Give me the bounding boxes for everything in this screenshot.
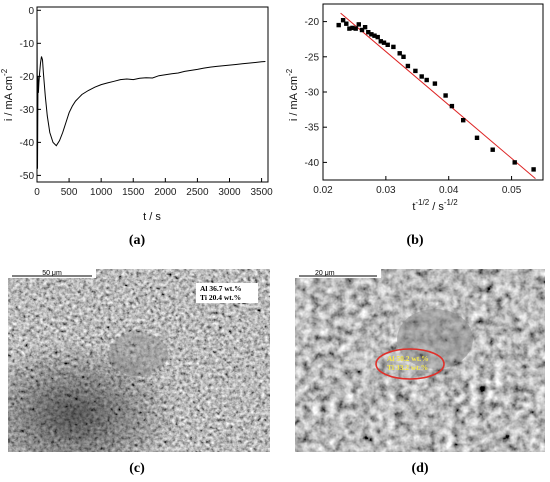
chart-a-xtick-label: 1500 <box>122 187 145 198</box>
scale-bar-d: 20 μm <box>295 269 381 278</box>
chart-b-point <box>449 103 455 109</box>
chart-a-xtick-label: 1000 <box>90 187 113 198</box>
chart-b-point <box>356 22 361 27</box>
chart-a-frame <box>36 6 269 183</box>
chart-b-point <box>385 42 390 47</box>
chart-b-point <box>366 30 371 35</box>
chart-b-point <box>474 135 480 140</box>
chart-b-xtick-label: 0.02 <box>313 185 333 196</box>
panel-label-c: (c) <box>129 461 145 476</box>
chart-a-xtick-label: 2500 <box>186 187 209 198</box>
chart-b-point <box>397 51 402 56</box>
chart-b-point <box>391 44 396 50</box>
chart-b-point <box>340 18 346 23</box>
chart-a-ytick-label: -20 <box>20 72 35 83</box>
chart-b-points <box>336 18 536 172</box>
chart-b-point <box>372 33 377 38</box>
chart-b-xtick-label: 0.05 <box>502 185 522 196</box>
chart-a-xtick-label: 3000 <box>218 187 241 198</box>
chart-b-ylabel: i / mA cm-2 <box>285 68 300 121</box>
chart-b-point <box>375 34 380 40</box>
chart-b-point <box>353 26 358 31</box>
chart-b-fit <box>340 12 536 179</box>
chart-a-xtick-label: 500 <box>61 187 78 198</box>
chart-a-ylabel: i / mA cm-2 <box>0 68 15 121</box>
chart-a-ytick-label: -40 <box>20 138 35 149</box>
chart-b-point <box>369 32 374 37</box>
chart-b-point <box>344 21 349 26</box>
chart-a-xtick-label: 2000 <box>154 187 177 198</box>
chart-b-point <box>359 27 365 33</box>
svg-text:Al 50.2 wt.%: Al 50.2 wt.% <box>387 354 429 363</box>
chart-b-point <box>531 167 536 172</box>
chart-b-point <box>443 93 448 98</box>
chart-a-xtick-label: 0 <box>34 187 40 198</box>
chart-b-xlabel: t-1/2 / s-1/2 <box>412 198 458 213</box>
svg-text:Al 36.7 wt.%: Al 36.7 wt.% <box>200 284 242 293</box>
chart-b-ytick-label: -35 <box>305 123 320 134</box>
chart-b-point <box>401 54 406 59</box>
chart-a-line <box>36 10 266 169</box>
sem-texture-d: 20 μm Al 50.2 wt.% Ti 33.2 wt.% <box>295 269 545 452</box>
chart-a-ytick-label: -50 <box>20 171 35 182</box>
chart-a-xlabel: t / s <box>143 211 161 223</box>
chart-b: 0.02 0.03 0.04 0.05 -20 -25 -30 -35 -40 t-1/2 /… <box>275 0 550 225</box>
chart-b-xtick-label: 0.04 <box>439 185 459 196</box>
chart-b-fit-line <box>340 12 536 179</box>
chart-a: 0 500 1000 1500 2000 2500 3000 3500 0 -10 -20 -30 -… <box>0 0 275 225</box>
chart-a-ytick-label: -30 <box>20 105 35 116</box>
chart-b-point <box>347 26 352 31</box>
chart-a-xtick-label: 3500 <box>250 187 273 198</box>
chart-b-xticks: 0.02 0.03 0.04 0.05 <box>313 176 522 196</box>
chart-b-point <box>381 40 387 45</box>
chart-b-point <box>350 25 355 31</box>
chart-b-point <box>424 77 429 83</box>
chart-b-ytick-label: -25 <box>305 52 320 63</box>
chart-b-point <box>378 39 383 44</box>
chart-b-point <box>362 25 368 30</box>
svg-text:Ti 20.4 wt.%: Ti 20.4 wt.% <box>200 293 241 302</box>
chart-a-ytick-label: -10 <box>20 39 35 50</box>
chart-b-point <box>413 68 418 74</box>
svg-text:50 μm: 50 μm <box>42 270 62 277</box>
svg-text:Ti 33.2 wt.%: Ti 33.2 wt.% <box>387 363 428 372</box>
chart-b-point <box>432 81 438 86</box>
chart-b-point <box>336 22 341 28</box>
chart-b-point <box>405 63 411 69</box>
panel-label-a: (a) <box>128 233 146 248</box>
eds-label-d: Al 50.2 wt.% Ti 33.2 wt.% <box>375 348 445 380</box>
chart-b-point <box>419 74 424 79</box>
panel-label-d: (d) <box>411 461 429 476</box>
svg-text:20 μm: 20 μm <box>315 270 335 277</box>
chart-b-ytick-label: -40 <box>305 158 320 169</box>
chart-b-svg: 0.02 0.03 0.04 0.05 -20 -25 -30 -35 -40 t-1/2 /… <box>285 3 544 213</box>
sem-texture-c: 50 μm Al 36.7 wt.% Ti 20.4 wt.% <box>8 269 270 452</box>
chart-a-ytick-label: 0 <box>28 6 34 17</box>
chart-b-xtick-label: 0.03 <box>376 185 396 196</box>
panel-label-b: (b) <box>406 233 424 248</box>
chart-b-ytick-label: -20 <box>305 17 320 28</box>
chart-b-yticks: -20 -25 -30 -35 -40 <box>305 17 327 169</box>
chart-b-point <box>512 160 517 165</box>
chart-a-svg: 0 500 1000 1500 2000 2500 3000 3500 0 -10 -20 -30 -… <box>0 6 273 223</box>
chart-a-series <box>36 10 266 169</box>
chart-a-xticks: 0 500 1000 1500 2000 2500 3000 3500 <box>34 178 273 198</box>
eds-label-c: Al 36.7 wt.% Ti 20.4 wt.% <box>196 283 258 303</box>
chart-b-point <box>490 147 495 152</box>
sem-image-c: 50 μm Al 36.7 wt.% Ti 20.4 wt.% <box>8 269 270 452</box>
sem-image-d: 20 μm Al 50.2 wt.% Ti 33.2 wt.% <box>295 269 545 452</box>
scale-bar-c: 50 μm <box>8 269 96 278</box>
chart-b-point <box>461 118 466 123</box>
chart-b-ytick-label: -30 <box>305 88 320 99</box>
